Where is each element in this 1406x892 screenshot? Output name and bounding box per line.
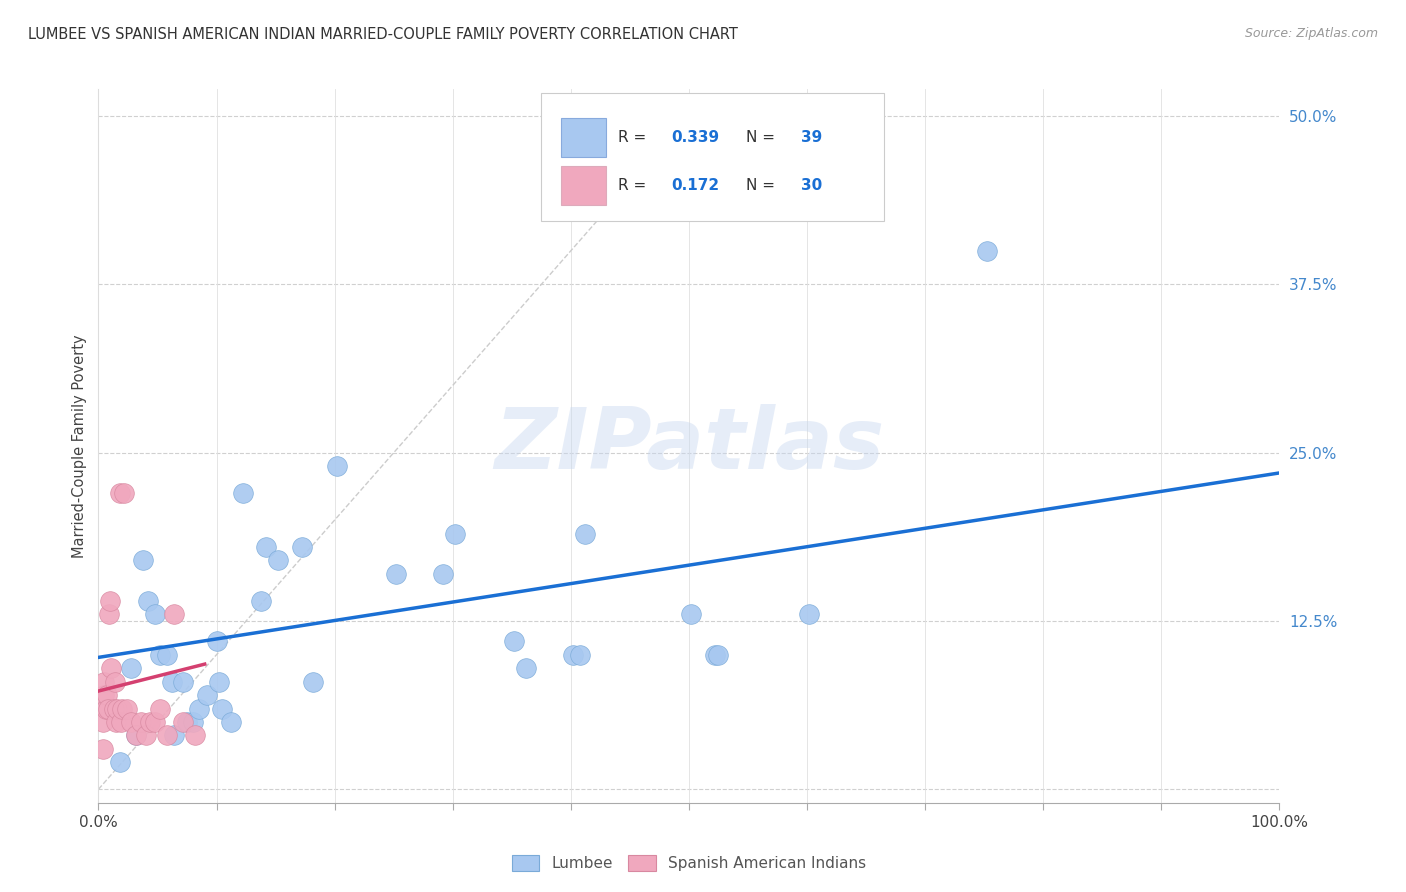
Point bbox=[121, 714, 143, 729]
Point bbox=[125, 729, 148, 743]
FancyBboxPatch shape bbox=[561, 166, 606, 205]
Point bbox=[125, 729, 148, 743]
Legend: Lumbee, Spanish American Indians: Lumbee, Spanish American Indians bbox=[506, 849, 872, 877]
Point bbox=[112, 486, 135, 500]
Text: 0.339: 0.339 bbox=[671, 129, 720, 145]
Point bbox=[187, 701, 209, 715]
Point bbox=[98, 594, 121, 608]
Point bbox=[110, 714, 132, 729]
Point bbox=[290, 540, 312, 554]
Point bbox=[93, 674, 115, 689]
Text: 0.172: 0.172 bbox=[671, 178, 720, 193]
Point bbox=[444, 526, 467, 541]
Point bbox=[100, 661, 122, 675]
Point bbox=[132, 553, 155, 567]
Text: N =: N = bbox=[745, 178, 779, 193]
Point bbox=[681, 607, 703, 622]
Point bbox=[799, 607, 821, 622]
FancyBboxPatch shape bbox=[561, 118, 606, 157]
FancyBboxPatch shape bbox=[541, 93, 884, 221]
Point bbox=[103, 701, 125, 715]
Point bbox=[707, 648, 730, 662]
Point bbox=[160, 674, 183, 689]
Point bbox=[385, 566, 408, 581]
Point bbox=[254, 540, 277, 554]
Point bbox=[91, 714, 114, 729]
Point bbox=[108, 486, 131, 500]
Point bbox=[139, 714, 162, 729]
Point bbox=[574, 526, 596, 541]
Point bbox=[163, 607, 186, 622]
Point bbox=[121, 661, 143, 675]
Point bbox=[129, 714, 152, 729]
Point bbox=[143, 714, 166, 729]
Point bbox=[231, 486, 253, 500]
Point bbox=[149, 648, 172, 662]
Point bbox=[135, 729, 157, 743]
Point bbox=[703, 648, 725, 662]
Point bbox=[156, 729, 179, 743]
Point bbox=[98, 607, 121, 622]
Point bbox=[94, 701, 117, 715]
Point bbox=[96, 688, 118, 702]
Point bbox=[302, 674, 325, 689]
Point bbox=[184, 729, 207, 743]
Point bbox=[91, 742, 114, 756]
Text: LUMBEE VS SPANISH AMERICAN INDIAN MARRIED-COUPLE FAMILY POVERTY CORRELATION CHAR: LUMBEE VS SPANISH AMERICAN INDIAN MARRIE… bbox=[28, 27, 738, 42]
Text: N =: N = bbox=[745, 129, 779, 145]
Text: R =: R = bbox=[619, 178, 651, 193]
Point bbox=[163, 729, 186, 743]
Point bbox=[143, 607, 166, 622]
Point bbox=[569, 648, 592, 662]
Point bbox=[326, 459, 349, 474]
Point bbox=[93, 688, 115, 702]
Point bbox=[149, 701, 172, 715]
Point bbox=[172, 714, 194, 729]
Text: 39: 39 bbox=[801, 129, 823, 145]
Point bbox=[108, 756, 131, 770]
Point bbox=[219, 714, 242, 729]
Point bbox=[211, 701, 233, 715]
Point bbox=[115, 701, 138, 715]
Point bbox=[267, 553, 290, 567]
Point bbox=[562, 648, 585, 662]
Point bbox=[205, 634, 228, 648]
Point bbox=[97, 701, 120, 715]
Point bbox=[105, 701, 128, 715]
Text: 30: 30 bbox=[801, 178, 823, 193]
Point bbox=[503, 634, 526, 648]
Point bbox=[181, 714, 204, 729]
Point bbox=[104, 674, 127, 689]
Point bbox=[208, 674, 231, 689]
Point bbox=[136, 594, 159, 608]
Point bbox=[432, 566, 454, 581]
Point bbox=[250, 594, 273, 608]
Text: Source: ZipAtlas.com: Source: ZipAtlas.com bbox=[1244, 27, 1378, 40]
Point bbox=[176, 714, 198, 729]
Point bbox=[111, 701, 134, 715]
Point bbox=[976, 244, 998, 258]
Text: ZIPatlas: ZIPatlas bbox=[494, 404, 884, 488]
Point bbox=[105, 714, 128, 729]
Point bbox=[515, 661, 537, 675]
Point bbox=[172, 674, 194, 689]
Text: R =: R = bbox=[619, 129, 651, 145]
Point bbox=[195, 688, 218, 702]
Point bbox=[156, 648, 179, 662]
Y-axis label: Married-Couple Family Poverty: Married-Couple Family Poverty bbox=[72, 334, 87, 558]
